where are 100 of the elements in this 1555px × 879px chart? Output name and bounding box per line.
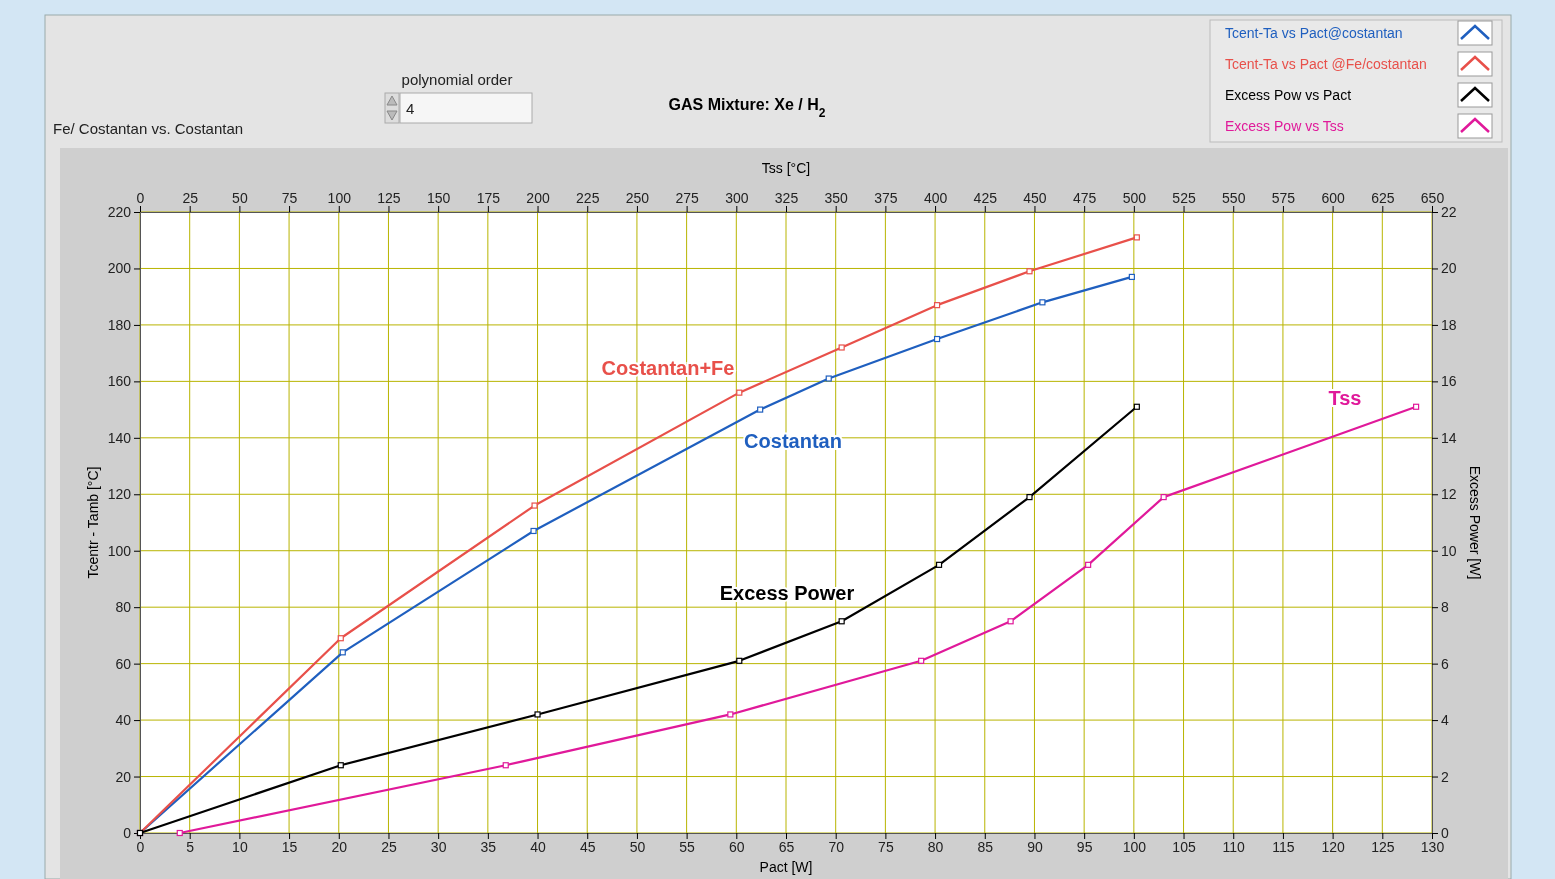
x2-tick-label: 450: [1023, 190, 1047, 206]
x2-tick-label: 75: [281, 190, 298, 206]
x-tick-label: 55: [679, 838, 696, 855]
y2-tick-label: 16: [1441, 373, 1457, 390]
x-tick-label: 120: [1321, 838, 1346, 855]
y-tick-label: 160: [107, 373, 132, 390]
y2-tick-label: 6: [1441, 655, 1449, 672]
y-tick-label: 60: [115, 655, 132, 672]
point: [838, 618, 845, 625]
chart-title: GAS Mixture: Xe / H$_{2}$: [668, 96, 826, 120]
x2-tick-label: 50: [232, 190, 248, 206]
point: [933, 335, 941, 343]
point: [1128, 273, 1135, 281]
point: [1026, 494, 1033, 501]
x2-tick-label: 100: [327, 190, 352, 206]
y-tick-label: 220: [107, 203, 132, 220]
x2-tick-label: 150: [426, 190, 451, 206]
x2-tick-label: 600: [1321, 190, 1346, 206]
x2-tick-label: 275: [675, 190, 700, 206]
y-tick-label: 140: [107, 429, 132, 446]
y-tick-label: 120: [107, 486, 132, 503]
point: [935, 561, 943, 568]
x-tick-label: 60: [729, 838, 745, 855]
x-tick-label: 50: [629, 838, 646, 855]
y2-axis-title: Excess Power [W]: [1467, 465, 1483, 580]
point: [838, 344, 845, 351]
x2-tick-label: 500: [1122, 190, 1147, 206]
point: [339, 649, 346, 656]
x2-tick-label: 225: [576, 190, 600, 206]
x2-tick-label: 575: [1271, 190, 1296, 206]
x-tick-label: 90: [1027, 838, 1043, 855]
x-tick-label: 75: [878, 838, 894, 855]
x2-tick-label: 425: [973, 190, 998, 206]
x2-tick-label: 25: [182, 190, 199, 206]
point: [337, 762, 344, 769]
x-tick-label: 45: [579, 838, 596, 855]
y2-tick-label: 12: [1441, 486, 1457, 503]
text: polynomial order: [401, 71, 513, 88]
text: Fe/ Costantan vs. Costantan: [53, 120, 244, 137]
x2-tick-label: 200: [526, 190, 550, 206]
y-tick-label: 0: [123, 824, 132, 841]
text: Excess Pow vs Pact: [1225, 87, 1352, 103]
x2-tick-label: 525: [1172, 190, 1196, 206]
x2-tick-label: 350: [824, 190, 849, 206]
x-tick-label: 35: [480, 838, 497, 855]
x-tick-label: 15: [281, 838, 298, 855]
y2-tick-label: 20: [1441, 260, 1457, 277]
point: [1133, 234, 1140, 241]
x2-tick-label: 125: [377, 190, 401, 206]
x-tick-label: 20: [331, 838, 348, 855]
x-tick-label: 85: [977, 838, 994, 855]
x2-tick-label: 625: [1371, 190, 1395, 206]
x2-tick-label: 175: [476, 190, 501, 206]
x-tick-label: 130: [1420, 838, 1445, 855]
point: [1026, 268, 1033, 275]
x2-axis-title: Tss [°C]: [761, 160, 811, 176]
y2-tick-label: 18: [1441, 316, 1457, 333]
y-tick-label: 100: [107, 542, 132, 559]
x-axis-title: Pact [W]: [759, 859, 813, 875]
text: Excess Pow vs Tss: [1225, 118, 1344, 134]
point: [825, 375, 832, 382]
x-tick-label: 95: [1076, 838, 1093, 855]
y2-tick-label: 22: [1441, 203, 1457, 220]
y-tick-label: 20: [115, 768, 132, 785]
x2-tick-label: 300: [725, 190, 749, 206]
x-tick-label: 125: [1371, 838, 1395, 855]
x-tick-label: 115: [1272, 838, 1295, 855]
x-tick-label: 80: [927, 838, 944, 855]
y-tick-label: 200: [107, 260, 132, 277]
x-tick-label: 100: [1122, 838, 1147, 855]
x-tick-label: 25: [381, 838, 397, 855]
y2-tick-label: 4: [1441, 712, 1449, 729]
y-axis-title: Tcentr - Tamb [°C]: [85, 466, 101, 579]
point: [1133, 403, 1140, 410]
x2-tick-label: 400: [923, 190, 948, 206]
point: [933, 302, 941, 309]
point: [337, 635, 344, 642]
y2-tick-label: 2: [1441, 768, 1449, 785]
y-tick-label: 180: [107, 316, 132, 333]
x-tick-label: 70: [828, 838, 845, 855]
x-tick-label: 65: [778, 838, 795, 855]
y-tick-label: 80: [115, 599, 132, 616]
point: [1039, 299, 1046, 306]
x-tick-label: 10: [232, 838, 248, 855]
x2-tick-label: 550: [1222, 190, 1246, 206]
x-tick-label: 30: [430, 838, 447, 855]
y2-tick-label: 10: [1441, 542, 1457, 559]
text: Tcent-Ta vs Pact @Fe/costantan: [1225, 56, 1427, 72]
x-tick-label: 110: [1222, 838, 1246, 855]
x2-tick-label: 250: [625, 190, 650, 206]
y2-tick-label: 0: [1441, 824, 1449, 841]
x2-tick-label: 475: [1072, 190, 1097, 206]
y2-tick-label: 8: [1441, 599, 1449, 616]
x2-tick-label: 375: [874, 190, 898, 206]
x-tick-label: 105: [1172, 838, 1196, 855]
x2-tick-label: 0: [136, 190, 145, 206]
point: [534, 711, 541, 718]
x2-tick-label: 325: [774, 190, 799, 206]
text: 4: [406, 100, 415, 117]
point: [736, 389, 743, 396]
